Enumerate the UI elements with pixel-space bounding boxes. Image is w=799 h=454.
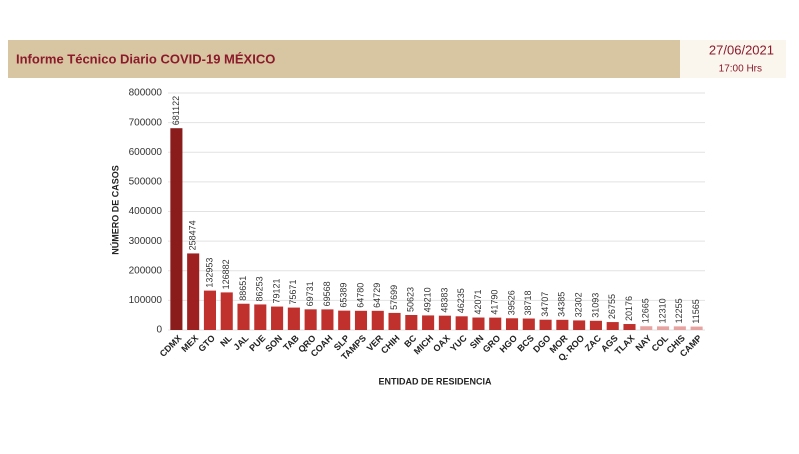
bar [220, 292, 233, 330]
value-label: 20176 [624, 296, 634, 321]
bar [640, 326, 653, 330]
header-time: 17:00 Hrs [719, 64, 762, 75]
value-label: 38718 [523, 290, 533, 315]
x-tick-label: PUE [247, 333, 267, 353]
value-label: 32302 [574, 292, 584, 317]
y-tick-label: 400000 [129, 206, 163, 217]
value-label: 57699 [389, 285, 399, 310]
bar [287, 307, 300, 330]
x-tick-label: CHIH [379, 333, 402, 356]
bar [271, 306, 284, 330]
x-tick-label: YUC [448, 333, 469, 354]
value-label: 88651 [238, 276, 248, 301]
bar [371, 310, 384, 330]
value-label: 64780 [355, 283, 365, 308]
bar [606, 322, 619, 330]
bar [438, 315, 451, 330]
value-label: 126882 [221, 259, 231, 289]
y-axis-title: NÚMERO DE CASOS [109, 165, 120, 255]
value-label: 50623 [406, 287, 416, 312]
value-label: 12665 [641, 298, 651, 323]
bar [405, 315, 418, 330]
x-tick-label: NAY [633, 333, 653, 353]
bar [237, 303, 250, 330]
value-label: 31093 [590, 293, 600, 318]
y-tick-label: 700000 [129, 117, 163, 128]
value-label: 64729 [372, 283, 382, 308]
bar [354, 310, 368, 330]
value-label: 11565 [691, 299, 701, 323]
value-label: 49210 [422, 287, 432, 312]
value-label: 69731 [305, 281, 315, 306]
x-tick-label: SON [263, 333, 284, 354]
x-tick-label: OAX [431, 333, 452, 354]
x-tick-label: MICH [412, 333, 435, 356]
y-tick-label: 800000 [129, 88, 163, 99]
y-tick-label: 500000 [129, 177, 163, 188]
bar [254, 304, 267, 330]
value-label: 69568 [322, 281, 332, 306]
x-tick-label: GTO [196, 333, 217, 354]
value-label: 39526 [506, 290, 516, 315]
bar [623, 324, 636, 330]
bar [556, 319, 569, 330]
x-tick-label: ZAC [583, 333, 604, 354]
value-label: 86253 [255, 276, 265, 301]
x-tick-label: DGO [531, 333, 553, 355]
bar [455, 316, 468, 330]
bar [522, 318, 535, 330]
value-label: 258474 [188, 220, 198, 250]
bar [170, 128, 183, 330]
x-tick-label: GRO [481, 333, 503, 355]
bar [472, 317, 485, 330]
value-label: 48383 [439, 288, 449, 313]
bar [187, 253, 200, 330]
bar [304, 309, 317, 330]
x-tick-label: MEX [179, 333, 200, 354]
x-tick-label: TLAX [613, 333, 637, 357]
value-label: 41790 [490, 290, 500, 315]
y-tick-label: 0 [156, 325, 162, 336]
value-label: 65389 [339, 283, 349, 308]
x-axis-title: ENTIDAD DE RESIDENCIA [378, 376, 492, 386]
y-tick-label: 600000 [129, 147, 163, 158]
bar [388, 312, 401, 330]
header-date: 27/06/2021 [709, 42, 774, 57]
bar [539, 319, 552, 330]
header-band [8, 40, 786, 78]
value-label: 132953 [204, 258, 214, 288]
date-box [680, 40, 786, 78]
bar [338, 310, 351, 330]
value-label: 34385 [557, 292, 567, 317]
y-tick-label: 300000 [129, 236, 163, 247]
bar [203, 290, 216, 330]
bar [673, 326, 686, 330]
y-tick-label: 200000 [129, 265, 163, 276]
bar [321, 309, 334, 330]
y-tick-label: 100000 [129, 295, 163, 306]
value-label: 79121 [271, 279, 281, 304]
value-label: 34707 [540, 292, 550, 317]
bar [422, 315, 435, 330]
bar [505, 318, 519, 330]
header-title: Informe Técnico Diario COVID-19 MÉXICO [16, 51, 275, 66]
value-label: 42071 [473, 290, 483, 315]
bar [573, 320, 586, 330]
bar [657, 326, 670, 330]
x-tick-label: JAL [232, 333, 251, 352]
x-tick-label: HGO [498, 333, 520, 355]
value-label: 12255 [674, 298, 684, 323]
value-label: 681122 [171, 96, 181, 125]
bar [489, 317, 502, 330]
bar [690, 326, 703, 330]
value-label: 46235 [456, 288, 466, 313]
bar [589, 320, 602, 330]
value-label: 12310 [657, 298, 667, 323]
value-label: 26755 [607, 294, 617, 319]
value-label: 75671 [288, 280, 298, 305]
